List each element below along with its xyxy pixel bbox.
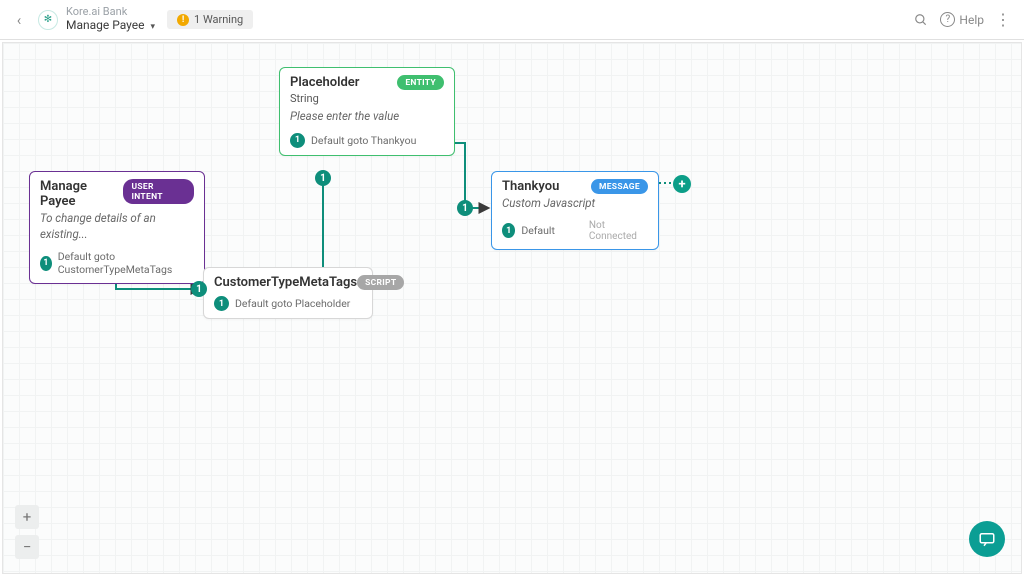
connection-label: Default goto Placeholder [235, 297, 350, 310]
node-subtitle: To change details of an existing... [30, 211, 204, 246]
chevron-down-icon: ▾ [151, 22, 156, 32]
node-title: Placeholder [290, 75, 359, 90]
node-type-badge: ENTITY [397, 75, 444, 90]
zoom-controls: + − [15, 505, 39, 559]
node-type-line: String [280, 92, 454, 109]
node-subtitle: Please enter the value [280, 109, 454, 129]
node-type-badge: USER INTENT [123, 179, 194, 204]
search-icon[interactable] [908, 7, 934, 33]
warning-count: 1 Warning [194, 13, 243, 26]
node-title: Thankyou [502, 179, 559, 194]
connection-label: Default goto Thankyou [311, 134, 416, 147]
node-type-badge: MESSAGE [591, 179, 648, 194]
node-header: Thankyou MESSAGE [492, 172, 658, 196]
help-icon: ? [940, 12, 955, 27]
bot-avatar-icon: ✻ [38, 10, 58, 30]
warning-icon: ! [177, 14, 189, 26]
chat-fab-button[interactable] [969, 521, 1005, 557]
node-title: CustomerTypeMetaTags [214, 275, 357, 290]
kebab-menu-icon[interactable]: ⋮ [990, 7, 1016, 33]
back-button[interactable]: ‹ [8, 9, 30, 31]
header-bar: ‹ ✻ Kore.ai Bank Manage Payee ▾ ! 1 Warn… [0, 0, 1024, 40]
connection-order-badge: 1 [40, 256, 52, 271]
zoom-in-button[interactable]: + [15, 505, 39, 529]
help-button[interactable]: ? Help [940, 12, 984, 27]
node-header: CustomerTypeMetaTagsSCRIPT [204, 268, 372, 292]
task-name: Manage Payee [66, 18, 145, 32]
connection-order-badge: 1 [502, 223, 515, 238]
node-connection-row[interactable]: 1 Default goto Placeholder [204, 292, 372, 318]
node-connection-row[interactable]: 1 Default goto CustomerTypeMetaTags [30, 246, 204, 283]
node-type-badge: SCRIPT [357, 275, 404, 290]
flow-canvas[interactable]: + − Manage PayeeUSER INTENTTo change det… [2, 42, 1022, 574]
node-title: Manage Payee [40, 179, 123, 209]
node-message[interactable]: Thankyou MESSAGE Custom Javascript 1 Default… [491, 171, 659, 250]
node-connection-row[interactable]: 1 Default goto Thankyou [280, 129, 454, 155]
zoom-out-button[interactable]: − [15, 535, 39, 559]
node-subtitle: Custom Javascript [492, 196, 658, 216]
connection-label: Default goto CustomerTypeMetaTags [58, 250, 194, 276]
add-node-button[interactable]: + [673, 175, 691, 193]
edges-layer [3, 43, 1021, 573]
node-connection-row[interactable]: 1 Default Not Connected [492, 216, 658, 249]
help-label: Help [959, 13, 984, 27]
edge-order-pill: 1 [315, 170, 331, 186]
edge-order-pill: 1 [191, 281, 207, 297]
task-dropdown[interactable]: Manage Payee ▾ [66, 19, 155, 33]
node-header: Manage PayeeUSER INTENT [30, 172, 204, 211]
node-script[interactable]: CustomerTypeMetaTagsSCRIPT 1 Default goto … [203, 267, 373, 319]
warning-badge[interactable]: ! 1 Warning [167, 10, 253, 29]
node-intent[interactable]: Manage PayeeUSER INTENTTo change details… [29, 171, 205, 284]
edge-order-pill: 1 [457, 200, 473, 216]
node-entity[interactable]: Placeholder ENTITY StringPlease enter the … [279, 67, 455, 156]
connection-order-badge: 1 [290, 133, 305, 148]
not-connected-label: Not Connected [589, 220, 648, 242]
connection-order-badge: 1 [214, 296, 229, 311]
connection-label: Default [521, 224, 555, 237]
breadcrumb: Kore.ai Bank Manage Payee ▾ [66, 6, 155, 32]
node-header: Placeholder ENTITY [280, 68, 454, 92]
